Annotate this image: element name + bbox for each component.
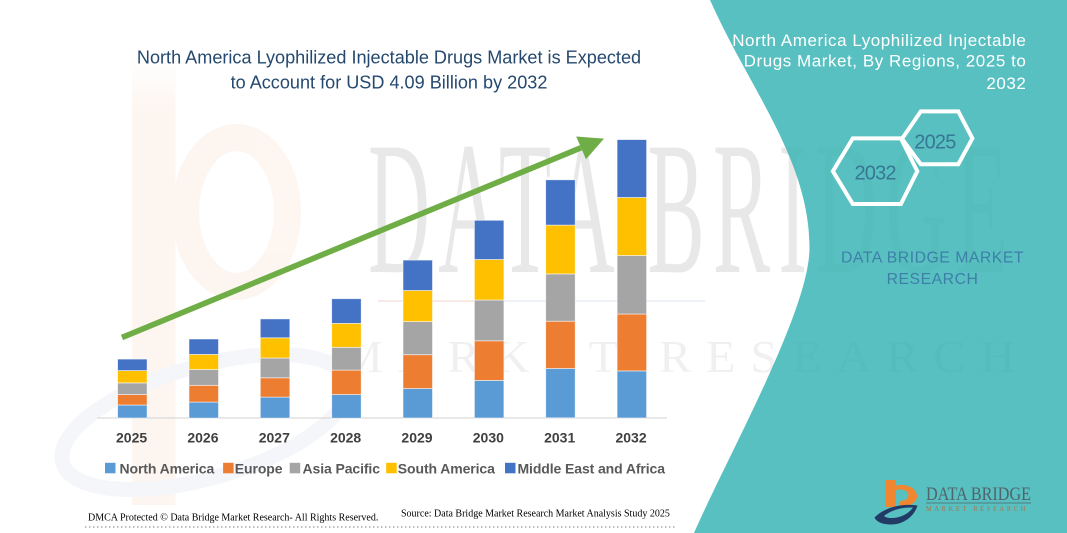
svg-text:RESEARCH: RESEARCH bbox=[887, 271, 979, 288]
svg-text:2032: 2032 bbox=[615, 429, 646, 445]
svg-text:DATA BRIDGE MARKET: DATA BRIDGE MARKET bbox=[841, 250, 1024, 267]
svg-text:DATA BRIDGE: DATA BRIDGE bbox=[926, 484, 1031, 505]
svg-text:Asia Pacific: Asia Pacific bbox=[303, 461, 381, 477]
svg-text:Europe: Europe bbox=[235, 461, 283, 477]
svg-text:DMCA Protected © Data Bridge M: DMCA Protected © Data Bridge Market Rese… bbox=[88, 513, 378, 524]
svg-text:2029: 2029 bbox=[401, 429, 432, 445]
svg-text:2027: 2027 bbox=[259, 429, 290, 445]
svg-text:2031: 2031 bbox=[544, 429, 575, 445]
svg-text:Drugs Market, By Regions, 2025: Drugs Market, By Regions, 2025 to bbox=[744, 51, 1027, 70]
svg-text:Middle East and Africa: Middle East and Africa bbox=[518, 461, 666, 477]
svg-text:2032: 2032 bbox=[854, 162, 896, 184]
svg-text:2025: 2025 bbox=[914, 132, 956, 154]
svg-text:2026: 2026 bbox=[187, 429, 218, 445]
svg-text:MARKET RESEARCH: MARKET RESEARCH bbox=[926, 505, 1028, 513]
svg-text:South America: South America bbox=[398, 461, 495, 477]
svg-text:2028: 2028 bbox=[330, 429, 361, 445]
svg-text:North America Lyophilized Inje: North America Lyophilized Injectable Dru… bbox=[137, 48, 641, 68]
svg-text:North America: North America bbox=[120, 461, 215, 477]
svg-text:to Account for USD 4.09 Billio: to Account for USD 4.09 Billion by 2032 bbox=[231, 73, 548, 93]
svg-text:2032: 2032 bbox=[986, 74, 1026, 93]
svg-text:2030: 2030 bbox=[473, 429, 504, 445]
svg-text:North America Lyophilized Inje: North America Lyophilized Injectable bbox=[732, 31, 1026, 50]
svg-text:2025: 2025 bbox=[116, 429, 147, 445]
svg-text:Source: Data Bridge Market Res: Source: Data Bridge Market Research Mark… bbox=[401, 509, 670, 520]
